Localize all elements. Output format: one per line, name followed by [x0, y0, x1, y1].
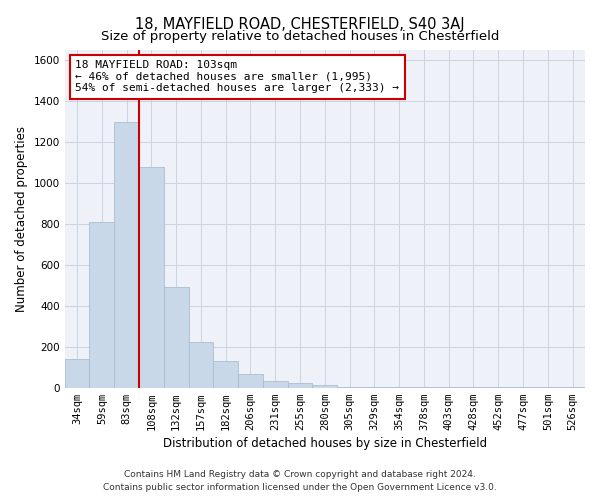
Bar	[238, 374, 263, 388]
Bar	[387, 386, 412, 388]
Text: Size of property relative to detached houses in Chesterfield: Size of property relative to detached ho…	[101, 30, 499, 43]
Bar	[436, 386, 461, 388]
Bar	[139, 166, 164, 388]
Text: Contains HM Land Registry data © Crown copyright and database right 2024.
Contai: Contains HM Land Registry data © Crown c…	[103, 470, 497, 492]
Y-axis label: Number of detached properties: Number of detached properties	[15, 126, 28, 312]
Bar	[511, 387, 535, 388]
Bar	[114, 122, 139, 388]
Bar	[412, 386, 436, 388]
Bar	[560, 387, 585, 388]
X-axis label: Distribution of detached houses by size in Chesterfield: Distribution of detached houses by size …	[163, 437, 487, 450]
Bar	[89, 222, 114, 388]
Bar	[313, 385, 337, 388]
Bar	[65, 359, 89, 388]
Bar	[486, 387, 511, 388]
Bar	[164, 288, 188, 388]
Bar	[337, 386, 362, 388]
Bar	[461, 387, 486, 388]
Text: 18, MAYFIELD ROAD, CHESTERFIELD, S40 3AJ: 18, MAYFIELD ROAD, CHESTERFIELD, S40 3AJ	[135, 18, 465, 32]
Bar	[287, 383, 313, 388]
Bar	[214, 361, 238, 388]
Text: 18 MAYFIELD ROAD: 103sqm
← 46% of detached houses are smaller (1,995)
54% of sem: 18 MAYFIELD ROAD: 103sqm ← 46% of detach…	[75, 60, 399, 94]
Bar	[263, 380, 287, 388]
Bar	[362, 386, 387, 388]
Bar	[188, 342, 214, 388]
Bar	[535, 387, 560, 388]
